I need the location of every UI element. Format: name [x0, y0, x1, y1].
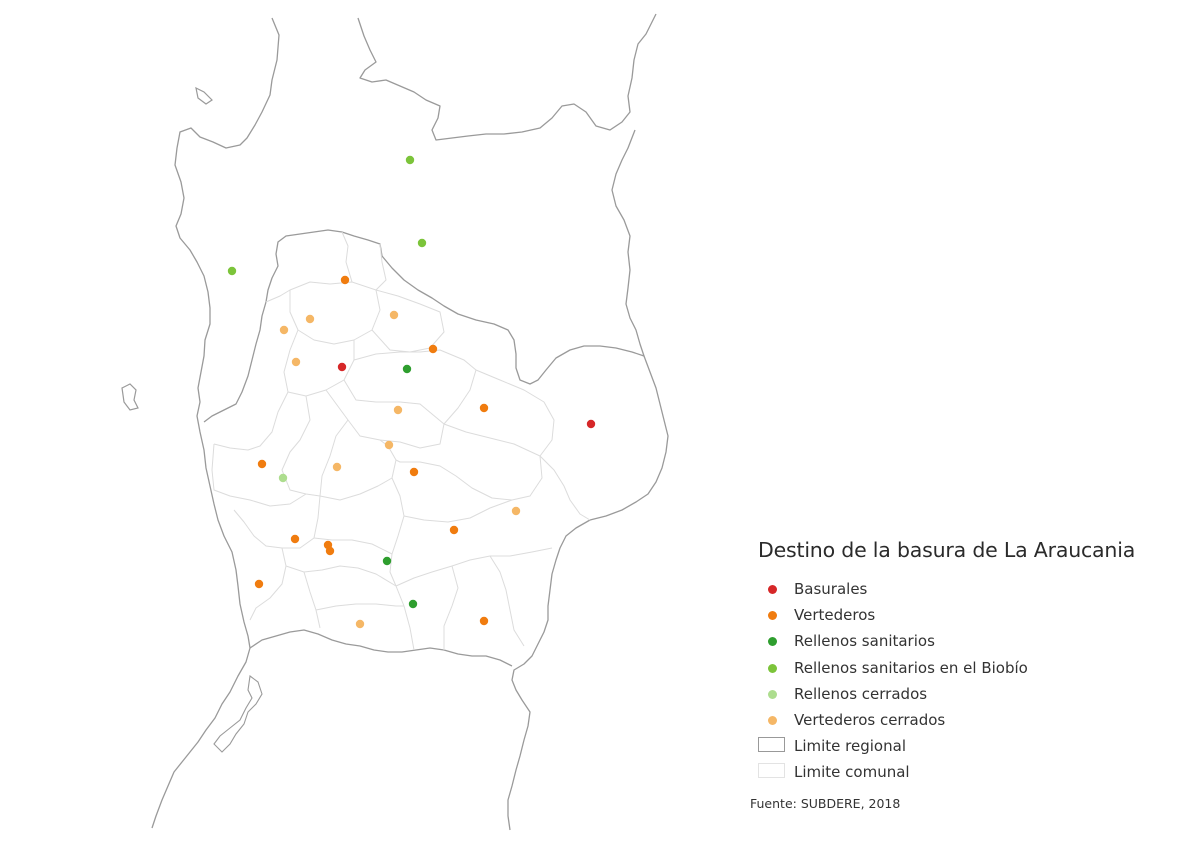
araucania-south-boundary: [249, 629, 513, 667]
point-vertedero: [479, 403, 489, 413]
point-relleno-sanitario: [402, 364, 412, 374]
legend-title: Destino de la basura de La Araucania: [758, 538, 1136, 562]
legend: Destino de la basura de La Araucania Bas…: [758, 538, 1188, 786]
legend-item: Rellenos cerrados: [758, 681, 1188, 707]
legend-label: Limite comunal: [794, 763, 910, 782]
legend-item: Vertederos: [758, 602, 1188, 628]
legend-label: Rellenos sanitarios en el Biobío: [794, 658, 1028, 677]
point-vertedero-cerrado: [355, 619, 365, 629]
point-relleno-biobio: [227, 266, 237, 276]
point-vertedero-cerrado: [332, 462, 342, 472]
point-basural: [337, 362, 347, 372]
legend-label: Vertederos: [794, 606, 876, 625]
point-vertedero-cerrado: [384, 440, 394, 450]
legend-label: Basurales: [794, 580, 868, 598]
point-relleno-sanitario: [382, 556, 392, 566]
communal-boundaries: [211, 231, 591, 651]
source-note: Fuente: SUBDERE, 2018: [750, 796, 901, 811]
point-vertedero: [340, 275, 350, 285]
point-vertedero: [479, 616, 489, 626]
point-vertedero: [409, 467, 419, 477]
legend-label: Limite regional: [794, 737, 906, 756]
legend-swatch-dot: [768, 637, 777, 647]
point-vertedero-cerrado: [389, 310, 399, 320]
point-relleno-sanitario: [408, 599, 418, 609]
legend-swatch-dot: [768, 689, 777, 699]
legend-item: Rellenos sanitarios en el Biobío: [758, 655, 1188, 681]
regional-boundary: [151, 17, 280, 829]
point-relleno-biobio: [417, 238, 427, 248]
legend-label: Vertederos cerrados: [794, 710, 946, 729]
coast-detail: [213, 675, 263, 753]
legend-item: Basurales: [758, 576, 1188, 602]
point-vertedero: [428, 344, 438, 354]
regional-boundary-east: [203, 13, 657, 423]
point-vertedero-cerrado: [291, 357, 301, 367]
legend-swatch-box: [758, 763, 785, 779]
point-vertedero-cerrado: [511, 506, 521, 516]
araucania-east-boundary: [507, 355, 669, 831]
point-vertedero-cerrado: [393, 405, 403, 415]
legend-swatch-dot: [768, 611, 777, 621]
legend-item: Limite regional: [758, 733, 1188, 759]
legend-swatch-dot: [768, 585, 777, 594]
point-vertedero: [325, 546, 335, 556]
legend-item: Vertederos cerrados: [758, 707, 1188, 733]
legend-swatch-box: [758, 737, 785, 753]
legend-item: Limite comunal: [758, 759, 1188, 785]
legend-label: Rellenos cerrados: [794, 684, 928, 703]
point-vertedero: [257, 459, 267, 469]
point-basural: [586, 419, 596, 429]
points: [227, 155, 596, 629]
legend-swatch-dot: [768, 715, 777, 725]
point-vertedero: [290, 534, 300, 544]
point-relleno-biobio: [405, 155, 415, 165]
point-relleno-cerrado: [278, 473, 288, 483]
legend-swatch-dot: [768, 663, 777, 673]
island: [121, 383, 139, 411]
point-vertedero: [449, 525, 459, 535]
legend-item: Rellenos sanitarios: [758, 628, 1188, 654]
point-vertedero-cerrado: [279, 325, 289, 335]
legend-items: Basurales Vertederos Rellenos sanitarios Re…: [758, 576, 1188, 786]
point-vertedero-cerrado: [305, 314, 315, 324]
point-vertedero: [254, 579, 264, 589]
legend-label: Rellenos sanitarios: [794, 632, 935, 651]
island-small: [195, 86, 213, 105]
